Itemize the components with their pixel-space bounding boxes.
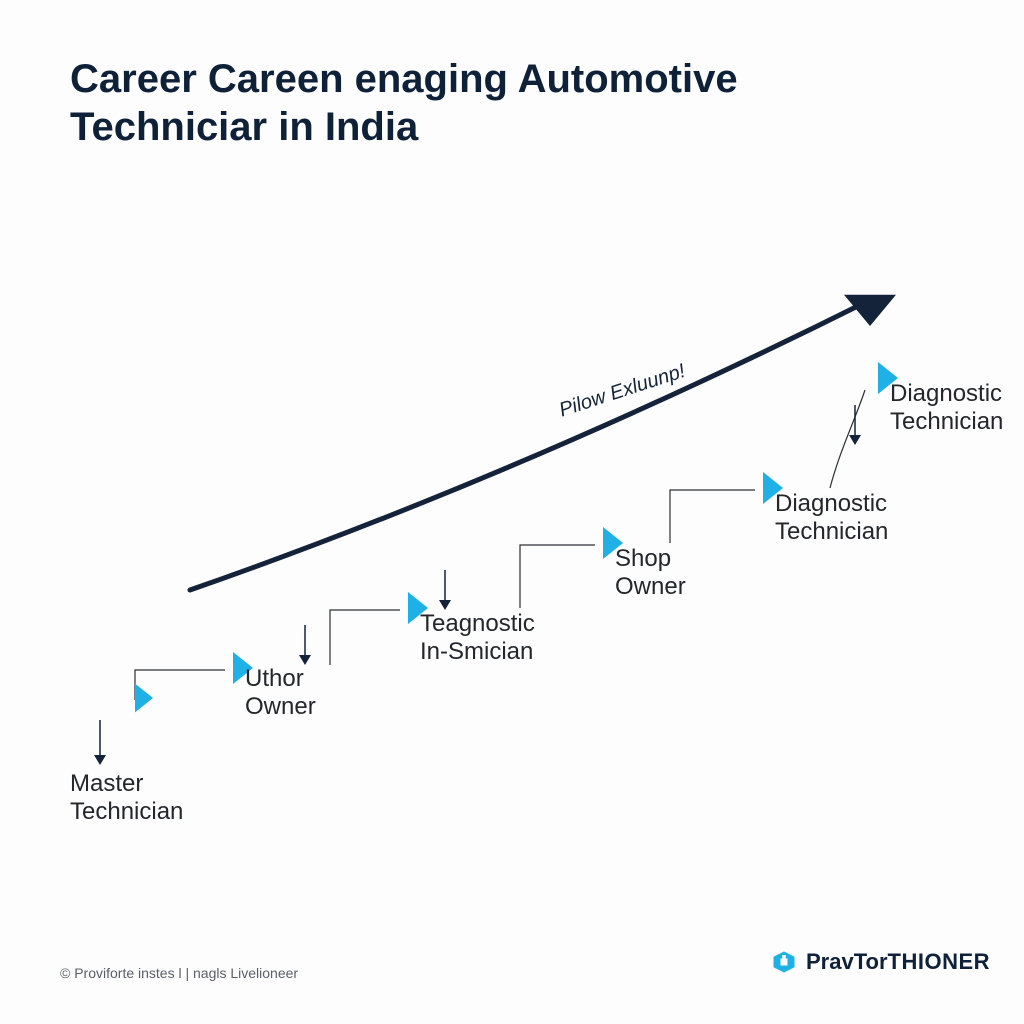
copyright-icon: © [60,965,70,981]
step-label-2: TeagnosticIn-Smician [420,610,535,665]
title-line-1: Career Careen enaging Automotive [70,57,738,101]
step-label-0: MasterTechnician [70,770,183,825]
page-title: Career Careen enaging Automotive Technic… [70,55,738,151]
step-label-5: DiagnosticTechnician [890,380,1003,435]
brand-name: PravTorTHIONER [806,949,990,975]
footer-credit: © Proviforte instes l | nagls Livelionee… [60,965,298,981]
step-label-3: ShopOwner [615,545,686,600]
step-label-1: UthorOwner [245,665,316,720]
brand-logo: PravTorTHIONER [770,948,990,976]
footer-text: Proviforte instes l | nagls Livelioneer [74,965,298,981]
brand-name-part1: PravTor [806,949,888,974]
step-label-4: DiagnosticTechnician [775,490,888,545]
title-line-2: Techniciar in India [70,105,418,149]
brand-name-part2: THIONER [888,949,991,974]
trend-annotation: Pilow Exluunp! [556,360,688,422]
brand-icon [770,948,798,976]
